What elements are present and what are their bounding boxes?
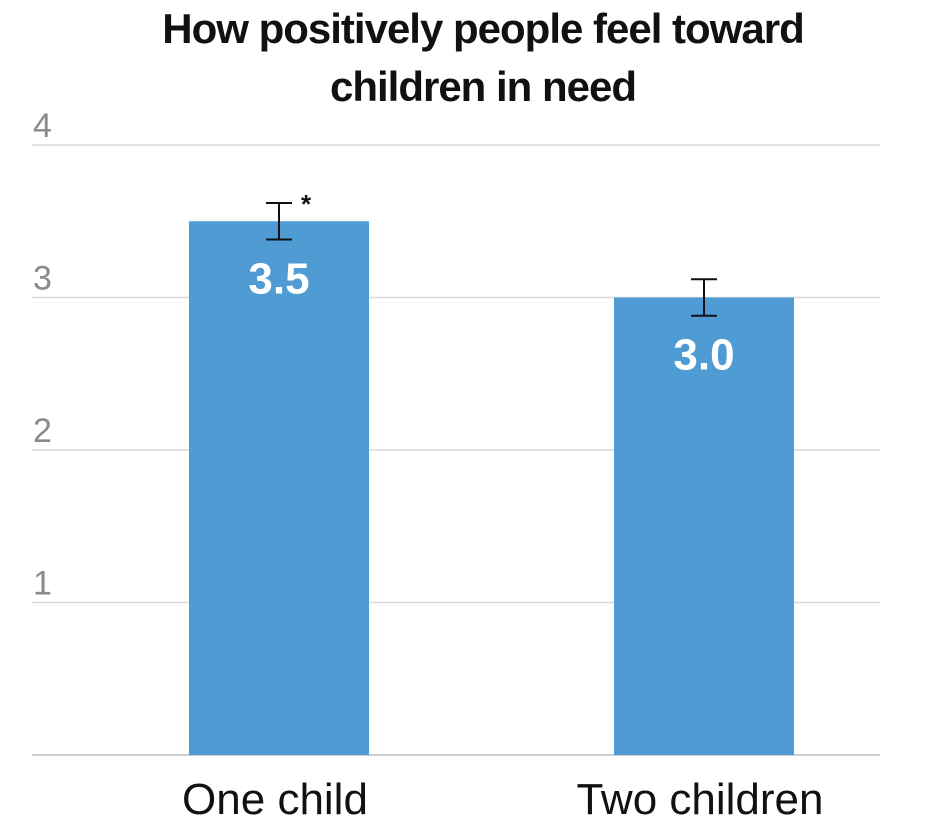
bar-2	[614, 297, 794, 755]
chart-title-line-2: children in need	[329, 63, 637, 110]
x-tick-label-1: One child	[182, 775, 368, 819]
error-bar-1	[266, 201, 292, 241]
chart-title: How positively people feel toward childr…	[0, 0, 926, 116]
y-axis-ticks: 1 2 3 4	[33, 107, 52, 603]
x-axis-labels: One child Two children	[182, 775, 823, 819]
error-bars: *	[266, 189, 717, 317]
error-bar-2	[691, 278, 717, 317]
bars	[189, 221, 794, 755]
chart-title-line-1: How positively people feel toward	[162, 5, 804, 52]
y-tick-label-1: 1	[33, 565, 52, 603]
bar-1	[189, 221, 369, 755]
bar-value-labels: 3.5 3.0	[248, 254, 734, 379]
y-tick-label-4: 4	[33, 107, 52, 145]
y-tick-label-2: 2	[33, 412, 52, 450]
x-tick-label-2: Two children	[576, 775, 823, 819]
bar-value-label-1: 3.5	[248, 254, 309, 303]
significance-asterisk: *	[301, 189, 312, 219]
bar-value-label-2: 3.0	[673, 331, 734, 380]
y-tick-label-3: 3	[33, 260, 52, 298]
